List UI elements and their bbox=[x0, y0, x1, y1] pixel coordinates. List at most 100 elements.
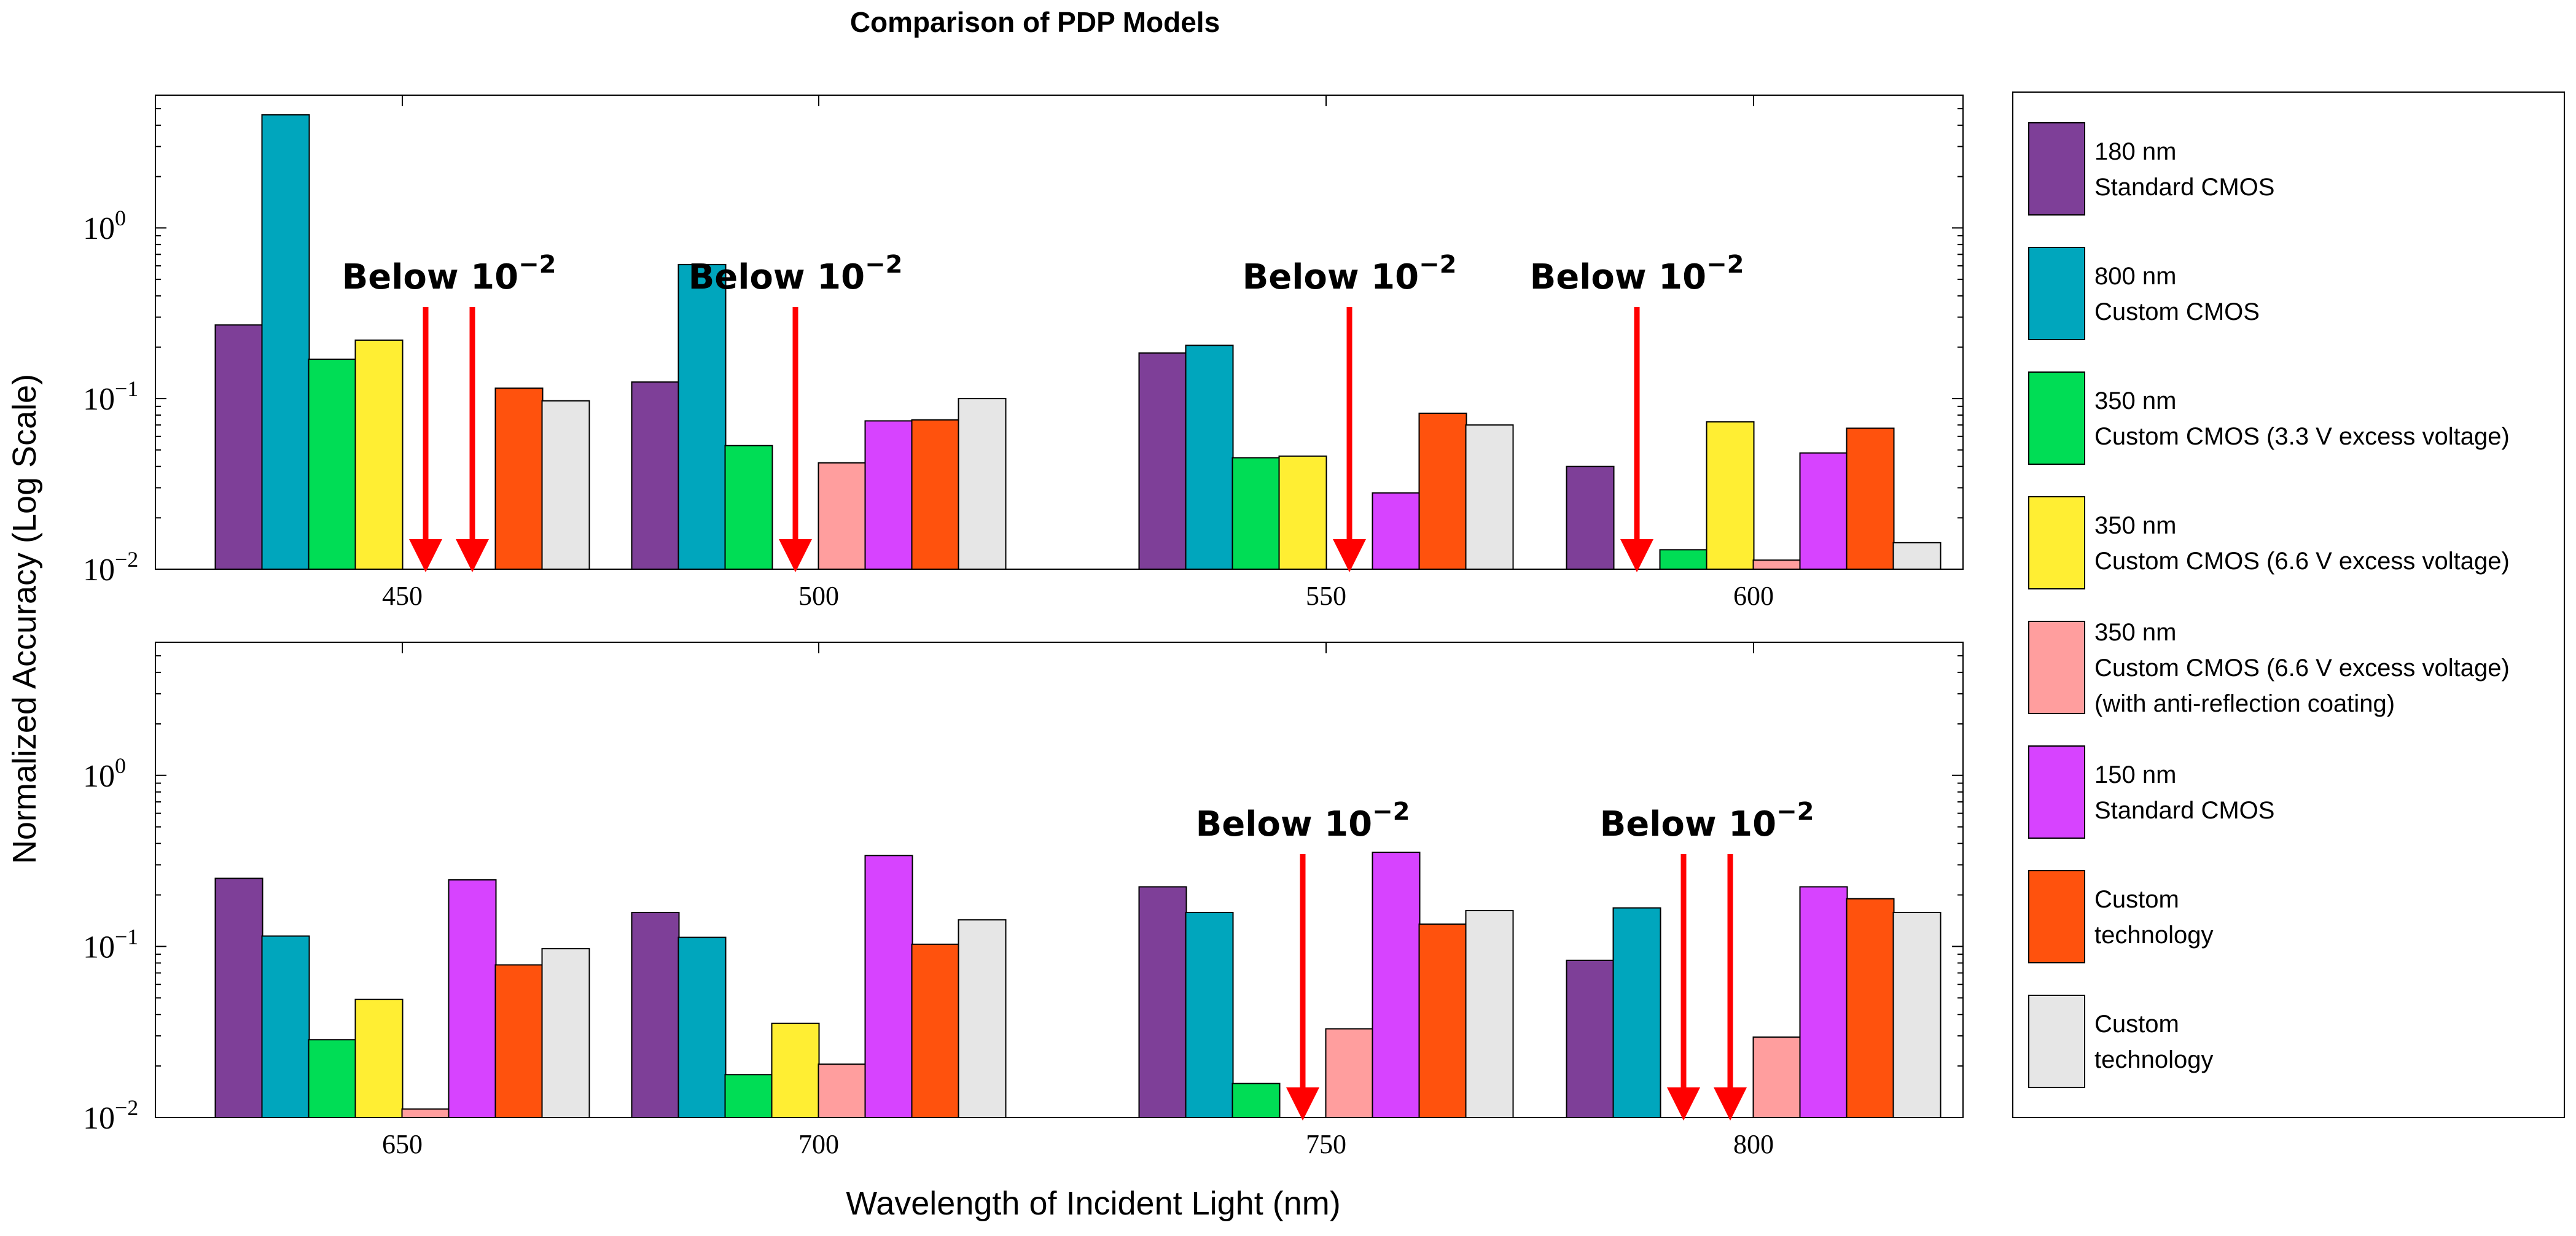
y-tick-label: 100 bbox=[83, 753, 126, 794]
bar bbox=[1752, 1036, 1801, 1119]
bar bbox=[911, 943, 960, 1118]
bar bbox=[541, 948, 590, 1118]
bar bbox=[354, 339, 404, 570]
legend-label: 800 nm bbox=[2094, 263, 2176, 290]
legend-label: Custom CMOS (3.3 V excess voltage) bbox=[2094, 423, 2510, 450]
legend-label: Standard CMOS bbox=[2094, 174, 2274, 201]
bar bbox=[1418, 413, 1467, 570]
bar bbox=[631, 381, 680, 570]
plot-frame bbox=[155, 642, 1964, 1118]
legend-entry: 350 nm Custom CMOS (6.6 V excess voltage)… bbox=[2028, 619, 2510, 717]
panel-1: 10−2 10−1 100 450 500 550 600 Below 10−2 Below 1… bbox=[83, 95, 1964, 611]
bar bbox=[1278, 455, 1327, 570]
y-axis-label: Normalized Accuracy (Log Scale) bbox=[6, 374, 43, 864]
bar bbox=[1612, 907, 1661, 1118]
legend-swatch bbox=[2028, 247, 2085, 340]
chart-title: Comparison of PDP Models bbox=[850, 6, 1220, 38]
bar bbox=[1799, 452, 1848, 570]
legend-swatch bbox=[2028, 496, 2085, 589]
bar bbox=[1566, 959, 1615, 1118]
bar bbox=[261, 114, 310, 570]
legend-entry: 180 nm Standard CMOS bbox=[2028, 122, 2274, 216]
bar bbox=[724, 445, 773, 570]
below-annotation: Below 10−2 bbox=[1600, 798, 1814, 844]
bar bbox=[1659, 549, 1708, 570]
below-annotation: Below 10−2 bbox=[342, 251, 556, 297]
bar bbox=[494, 387, 544, 570]
bar bbox=[214, 877, 263, 1119]
bar bbox=[1138, 352, 1187, 570]
bar bbox=[1799, 886, 1848, 1119]
bar bbox=[308, 1039, 357, 1118]
legend-swatch bbox=[2028, 995, 2085, 1088]
y-tick-label: 10−2 bbox=[83, 1095, 138, 1136]
bar bbox=[818, 1063, 867, 1118]
x-tick-label: 600 bbox=[1733, 581, 1774, 611]
bar bbox=[1231, 1082, 1281, 1119]
legend-label: Custom CMOS (6.6 V excess voltage) bbox=[2094, 655, 2510, 682]
below-annotation: Below 10−2 bbox=[1243, 251, 1457, 297]
legend-label: Custom CMOS (6.6 V excess voltage) bbox=[2094, 548, 2510, 575]
bar bbox=[1566, 465, 1615, 570]
y-tick-label: 10−2 bbox=[83, 547, 138, 588]
bar bbox=[1185, 912, 1234, 1119]
bar bbox=[541, 400, 590, 570]
legend-swatch bbox=[2028, 371, 2085, 465]
x-tick-label: 550 bbox=[1306, 581, 1346, 611]
bar bbox=[1892, 912, 1942, 1119]
x-tick-label: 500 bbox=[798, 581, 839, 611]
legend-label: 180 nm bbox=[2094, 138, 2176, 165]
bar bbox=[214, 324, 263, 570]
bar bbox=[631, 912, 680, 1119]
plot-panels: 10−2 10−1 100 450 500 550 600 Below 10−2 Below 1… bbox=[83, 95, 1964, 1159]
y-tick-label: 10−1 bbox=[83, 924, 138, 965]
bar bbox=[1752, 559, 1801, 570]
x-tick-label: 800 bbox=[1733, 1129, 1774, 1159]
y-tick-label: 10−1 bbox=[83, 376, 138, 417]
y-tick-label: 100 bbox=[83, 206, 126, 246]
below-annotation: Below 10−2 bbox=[1196, 798, 1410, 844]
bar bbox=[261, 935, 310, 1119]
bar bbox=[724, 1074, 773, 1118]
x-axis-label: Wavelength of Incident Light (nm) bbox=[846, 1185, 1340, 1222]
legend-box bbox=[2012, 91, 2565, 1118]
bar bbox=[677, 936, 727, 1118]
bar bbox=[401, 1108, 450, 1118]
legend-entry: 800 nm Custom CMOS bbox=[2028, 247, 2260, 340]
legend-label: Custom bbox=[2094, 886, 2179, 913]
bar bbox=[1325, 1028, 1374, 1118]
legend: 180 nm Standard CMOS 800 nm Custom CMOS 350 … bbox=[2012, 91, 2565, 1118]
legend-label: Custom bbox=[2094, 1011, 2179, 1038]
legend-label: Standard CMOS bbox=[2094, 797, 2274, 824]
bar bbox=[1372, 492, 1421, 570]
legend-swatch bbox=[2028, 122, 2085, 216]
x-tick-label: 450 bbox=[382, 581, 423, 611]
legend-entry: Custom technology bbox=[2028, 995, 2213, 1088]
below-annotation: Below 10−2 bbox=[1530, 251, 1744, 297]
legend-label: 350 nm bbox=[2094, 387, 2176, 414]
legend-entry: Custom technology bbox=[2028, 870, 2213, 963]
legend-swatch bbox=[2028, 621, 2085, 714]
bar bbox=[1892, 542, 1942, 570]
bar bbox=[1185, 344, 1234, 570]
bar bbox=[1846, 427, 1895, 570]
legend-swatch bbox=[2028, 745, 2085, 839]
below-annotation: Below 10−2 bbox=[689, 251, 903, 297]
x-tick-label: 650 bbox=[382, 1129, 423, 1159]
panel-2: 10−2 10−1 100 650 700 750 800 Below 10−2 Below 1… bbox=[83, 642, 1964, 1159]
legend-label: technology bbox=[2094, 1046, 2213, 1073]
bar bbox=[958, 398, 1007, 570]
bar bbox=[1372, 852, 1421, 1118]
bar bbox=[1138, 886, 1187, 1119]
legend-swatch bbox=[2028, 870, 2085, 963]
bar bbox=[818, 462, 867, 570]
bar bbox=[677, 263, 727, 570]
legend-entry: 350 nm Custom CMOS (3.3 V excess voltage) bbox=[2028, 371, 2510, 465]
bar bbox=[354, 998, 404, 1118]
legend-label: technology bbox=[2094, 922, 2213, 949]
bar bbox=[1231, 457, 1281, 570]
bar bbox=[1846, 898, 1895, 1118]
legend-label: 350 nm bbox=[2094, 512, 2176, 539]
legend-label: 350 nm bbox=[2094, 619, 2176, 646]
